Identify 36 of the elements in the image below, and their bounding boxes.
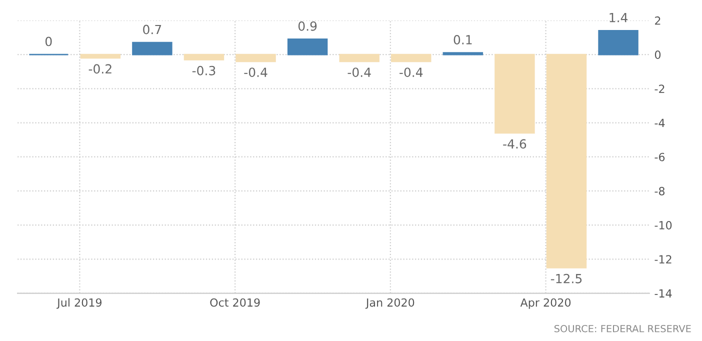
x-tick-label: Apr 2020 <box>520 298 571 309</box>
bar <box>80 54 121 59</box>
source-note: SOURCE: FEDERAL RESERVE <box>554 324 691 332</box>
x-tick-label: Oct 2019 <box>210 298 260 307</box>
bar <box>339 54 380 62</box>
y-tick-label: 0 <box>654 50 661 59</box>
y-tick-label: -4 <box>654 118 665 127</box>
y-tick-label: -14 <box>654 289 672 298</box>
y-tick-label: -2 <box>654 84 664 93</box>
data-label: -12.5 <box>550 274 582 284</box>
data-label: -0.4 <box>400 68 423 78</box>
bar <box>546 54 587 268</box>
data-label: -0.4 <box>244 68 268 78</box>
bar <box>494 54 535 134</box>
x-tick-label: Jan 2020 <box>365 298 414 309</box>
y-tick-label: -8 <box>654 186 665 196</box>
y-tick-label: -6 <box>654 152 665 162</box>
data-label: -0.3 <box>192 66 216 76</box>
bar <box>287 38 328 56</box>
bar <box>184 54 224 60</box>
y-tick-label: -12 <box>654 255 672 264</box>
data-label: -0.4 <box>348 68 371 78</box>
data-label: -0.2 <box>88 64 112 74</box>
data-label: 0 <box>45 36 52 46</box>
y-tick-label: -10 <box>654 221 672 230</box>
x-tick-label: Jul 2019 <box>56 298 102 309</box>
data-label: 1.4 <box>610 13 628 22</box>
bar <box>132 42 172 56</box>
data-label: -4.6 <box>503 139 526 149</box>
bar <box>391 54 432 62</box>
y-tick-label: 2 <box>655 16 660 25</box>
bar <box>236 54 276 62</box>
bar <box>598 30 638 56</box>
data-label: 0.7 <box>143 24 162 34</box>
data-label: 0.1 <box>454 35 472 44</box>
data-label: 0.9 <box>298 21 317 31</box>
